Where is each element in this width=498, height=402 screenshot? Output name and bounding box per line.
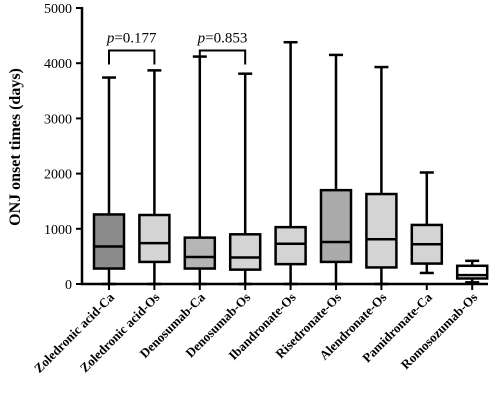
bracket-line <box>108 49 156 65</box>
box-7 <box>365 65 398 286</box>
p-symbol: p <box>197 31 206 47</box>
box-iqr <box>274 225 307 266</box>
p-value-bracket-2: p=0.853 <box>197 31 248 65</box>
box-1 <box>92 76 126 286</box>
y-tick-label: 5000 <box>44 2 72 17</box>
box-8 <box>410 171 444 275</box>
box-3 <box>183 55 217 286</box>
box-iqr <box>92 213 126 270</box>
box-9 <box>455 259 489 284</box>
y-tick-label: 1000 <box>44 223 72 238</box>
x-category-label: Romosozumab-Os <box>398 290 481 373</box>
y-tick-label: 0 <box>65 278 72 293</box>
y-axis-title-group: ONJ onset times (days) <box>7 68 24 226</box>
p-value-bracket-1: p=0.177 <box>106 31 157 65</box>
x-category-label: Zoledronic acid-Os <box>77 290 163 376</box>
y-tick-label: 4000 <box>44 57 72 72</box>
box-2 <box>138 69 171 286</box>
p-value: =0.853 <box>205 31 247 47</box>
box-iqr <box>228 233 262 271</box>
p-value-label: p=0.177 <box>106 31 157 47</box>
p-value-label: p=0.853 <box>197 31 248 47</box>
y-tick-label: 2000 <box>44 168 72 183</box>
p-value: =0.177 <box>114 31 157 47</box>
box-5 <box>274 40 307 286</box>
box-4 <box>228 72 262 286</box>
x-category-label: Zoledronic acid-Ca <box>31 289 118 376</box>
boxes <box>92 40 489 286</box>
y-tick-label: 3000 <box>44 112 72 127</box>
p-symbol: p <box>106 31 115 47</box>
box-iqr <box>183 236 217 270</box>
box-iqr <box>455 264 489 280</box>
box-iqr <box>138 213 171 264</box>
significance-annotations: p=0.177 p=0.853 <box>106 31 248 65</box>
box-iqr <box>319 188 353 264</box>
y-axis-title: ONJ onset times (days) <box>7 68 24 226</box>
bracket-line <box>198 49 247 65</box>
box-iqr <box>365 192 398 269</box>
box-6 <box>319 53 353 286</box>
